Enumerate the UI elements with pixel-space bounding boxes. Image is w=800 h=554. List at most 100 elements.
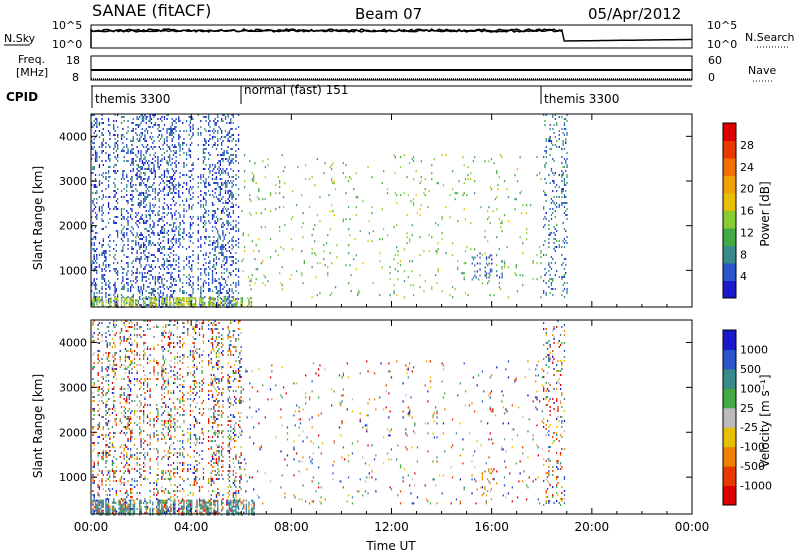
scatter-cell <box>146 258 149 260</box>
scatter-cell <box>558 116 560 118</box>
scatter-cell <box>115 418 117 420</box>
scatter-cell <box>162 472 164 474</box>
scatter-cell <box>159 118 162 120</box>
scatter-cell <box>169 320 171 322</box>
scatter-cell <box>161 340 163 342</box>
scatter-cell <box>91 264 93 266</box>
scatter-cell <box>163 438 166 440</box>
scatter-cell <box>106 326 108 328</box>
scatter-cell <box>149 396 151 398</box>
scatter-cell <box>140 452 142 454</box>
scatter-cell <box>200 246 202 248</box>
scatter-cell <box>92 428 94 430</box>
scatter-cell <box>566 134 568 136</box>
scatter-cell <box>157 344 159 346</box>
scatter-cell <box>236 303 238 306</box>
scatter-cell <box>423 250 425 253</box>
scatter-cell <box>162 220 164 222</box>
scatter-cell <box>130 484 132 486</box>
scatter-cell <box>475 276 477 279</box>
scatter-cell <box>183 266 185 268</box>
scatter-cell <box>162 274 164 276</box>
scatter-cell <box>149 320 151 322</box>
scatter-cell <box>230 224 232 226</box>
scatter-cell <box>182 346 184 348</box>
scatter-cell <box>137 220 140 222</box>
scatter-cell <box>101 210 103 212</box>
scatter-cell <box>105 498 107 500</box>
scatter-cell <box>540 262 542 265</box>
scatter-cell <box>232 240 234 242</box>
scatter-cell <box>347 252 350 255</box>
scatter-cell <box>295 270 298 273</box>
scatter-cell <box>156 378 158 380</box>
scatter-cell <box>149 224 151 226</box>
scatter-cell <box>143 478 145 480</box>
scatter-cell <box>232 226 234 228</box>
scatter-cell <box>565 210 567 212</box>
scatter-cell <box>133 324 136 326</box>
scatter-cell <box>255 268 257 271</box>
scatter-cell <box>172 132 175 134</box>
scatter-cell <box>146 132 149 134</box>
scatter-cell <box>561 192 563 194</box>
scatter-cell <box>221 170 223 172</box>
scatter-cell <box>174 490 176 492</box>
scatter-cell <box>204 184 206 186</box>
scatter-cell <box>191 236 193 238</box>
scatter-cell <box>132 170 134 172</box>
scatter-cell <box>96 297 98 300</box>
scatter-cell <box>136 452 138 454</box>
scatter-cell <box>144 200 146 202</box>
scatter-cell <box>115 272 117 274</box>
scatter-cell <box>223 150 225 152</box>
scatter-cell <box>93 426 95 428</box>
scatter-cell <box>148 270 150 272</box>
scatter-cell <box>566 152 568 154</box>
scatter-cell <box>219 238 221 240</box>
scatter-cell <box>113 126 115 128</box>
scatter-cell <box>126 200 128 202</box>
scatter-cell <box>362 200 364 203</box>
scatter-cell <box>96 156 98 158</box>
scatter-cell <box>237 242 240 244</box>
scatter-cell <box>269 256 272 259</box>
scatter-cell <box>166 168 168 170</box>
scatter-cell <box>136 456 138 458</box>
scatter-cell <box>189 216 192 218</box>
scatter-cell <box>192 118 194 120</box>
scatter-cell <box>474 248 476 251</box>
scatter-cell <box>179 400 181 402</box>
scatter-cell <box>132 162 134 164</box>
scatter-cell <box>188 192 190 194</box>
scatter-cell <box>113 326 115 328</box>
freq-label: Freq. <box>18 53 45 66</box>
scatter-cell <box>153 244 155 246</box>
scatter-cell <box>101 286 103 288</box>
scatter-cell <box>217 162 219 164</box>
scatter-cell <box>102 240 104 242</box>
scatter-cell <box>161 406 163 408</box>
power-scatter <box>91 114 568 308</box>
scatter-cell <box>174 128 176 130</box>
scatter-cell <box>156 384 158 386</box>
scatter-cell <box>169 344 171 346</box>
scatter-cell <box>451 170 454 173</box>
scatter-cell <box>140 200 142 202</box>
scatter-cell <box>231 264 233 266</box>
scatter-cell <box>146 390 149 392</box>
scatter-cell <box>105 264 107 266</box>
scatter-cell <box>131 130 133 132</box>
scatter-cell <box>131 274 133 276</box>
scatter-cell <box>189 228 192 230</box>
scatter-cell <box>172 236 175 238</box>
scatter-cell <box>386 234 389 237</box>
scatter-cell <box>519 274 521 277</box>
scatter-cell <box>146 168 149 170</box>
scatter-cell <box>172 184 175 186</box>
scatter-cell <box>176 420 179 422</box>
scatter-cell <box>136 480 138 482</box>
scatter-cell <box>232 206 234 208</box>
scatter-cell <box>350 290 352 293</box>
scatter-cell <box>162 474 164 476</box>
